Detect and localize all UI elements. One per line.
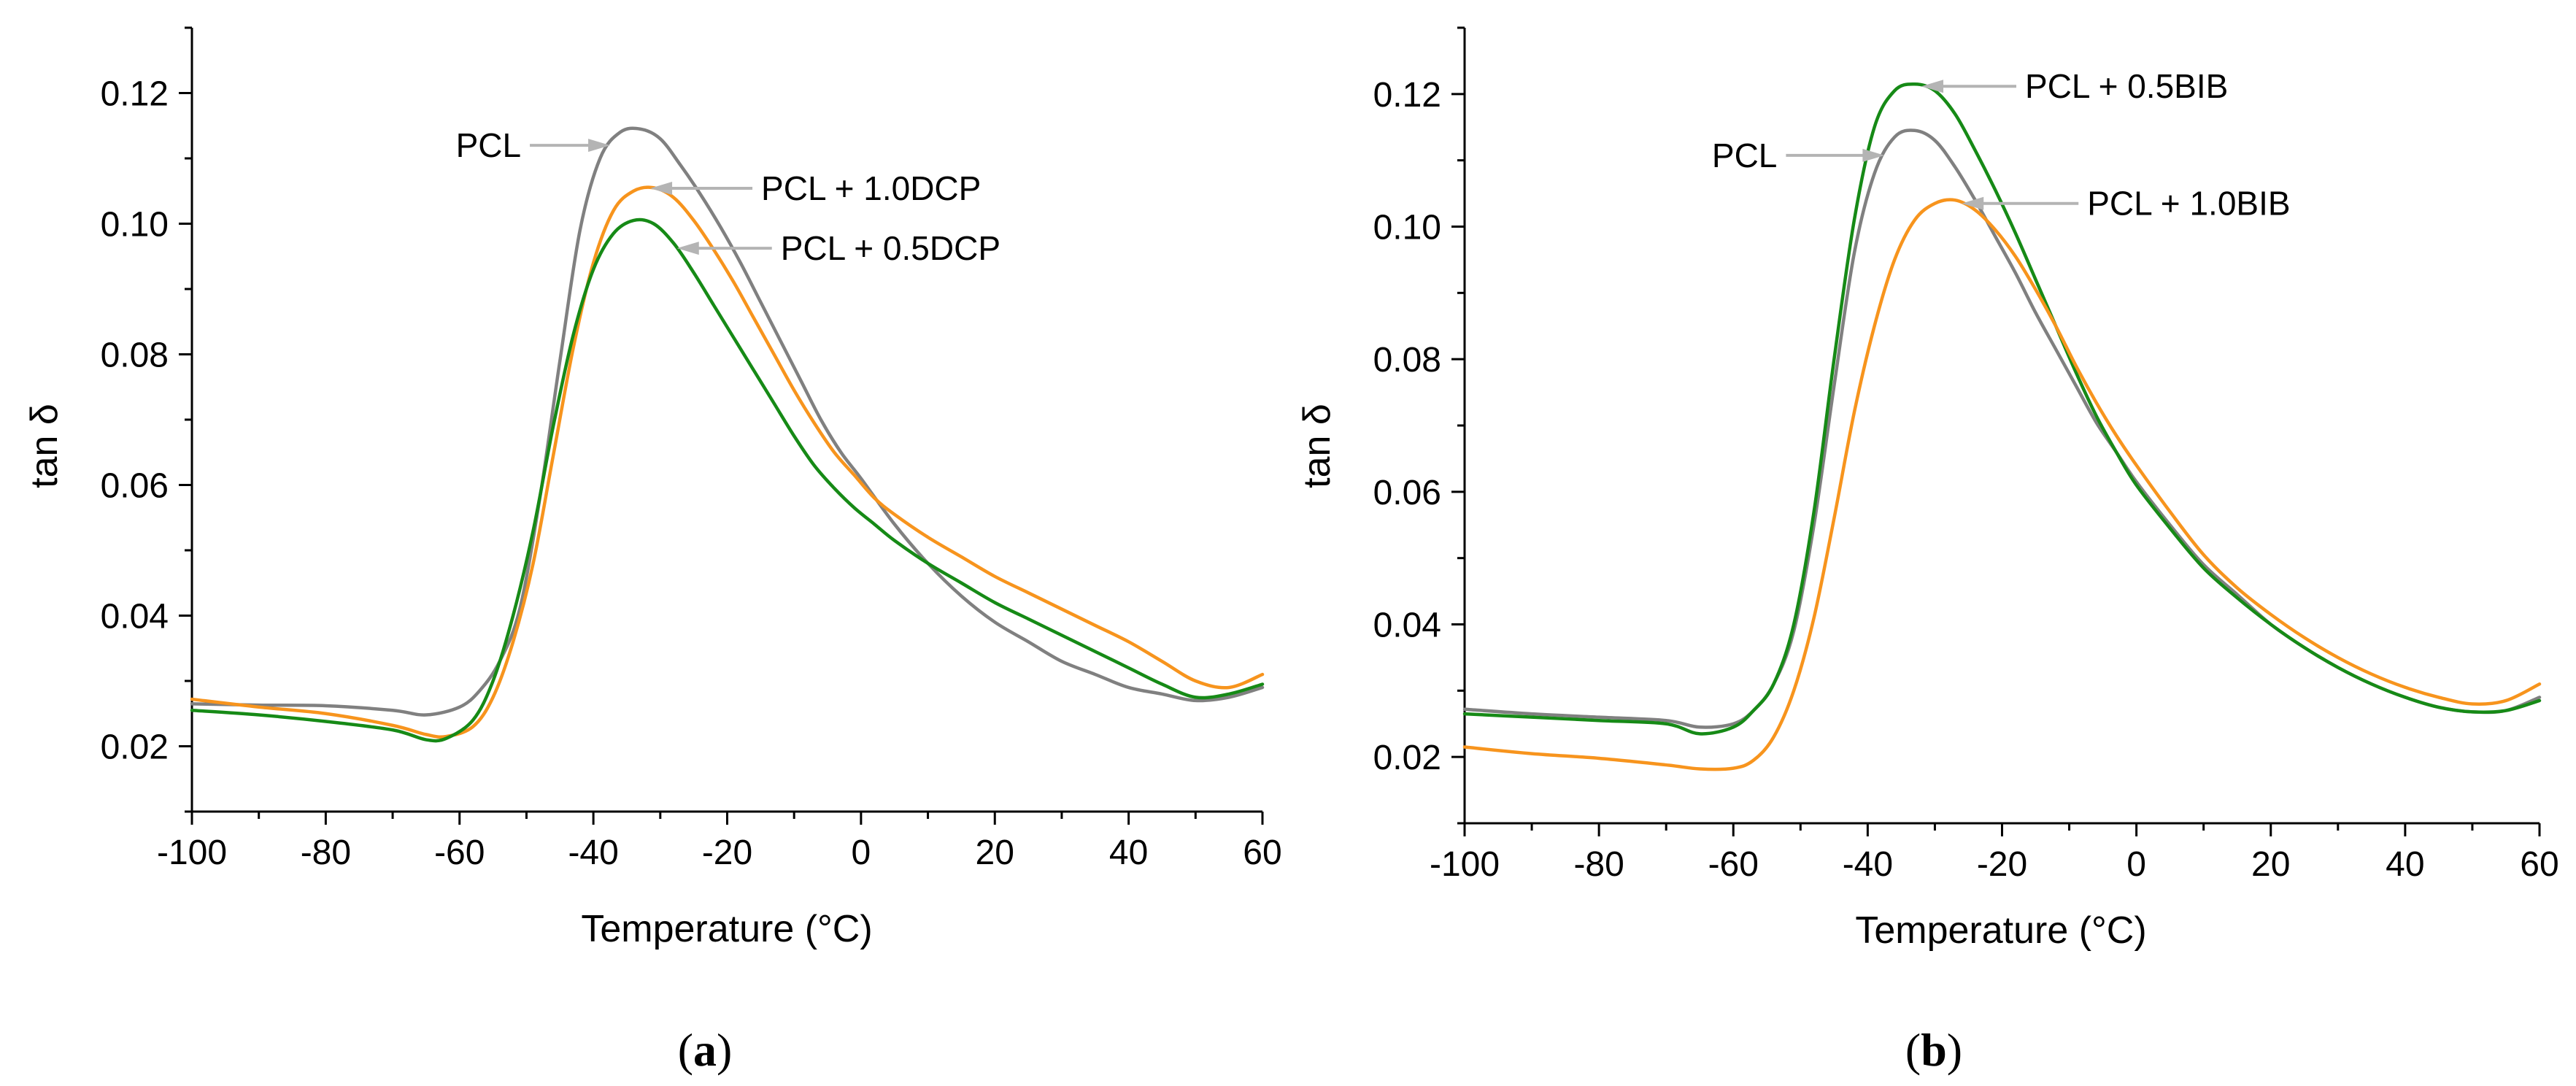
panel-label: (b) xyxy=(1905,1024,1962,1076)
x-tick-label: -20 xyxy=(1977,845,2027,884)
series-line-pcl-1-0bib xyxy=(1462,198,2542,771)
annotation-label: PCL xyxy=(1712,136,1777,174)
y-tick-label: 0.02 xyxy=(1373,739,1441,777)
x-tick-label: 20 xyxy=(2251,845,2290,884)
x-tick-label: -60 xyxy=(434,833,485,872)
y-tick-label: 0.04 xyxy=(1373,606,1441,645)
annotation-2: PCL + 1.0BIB xyxy=(1962,185,2291,223)
series-line-pcl xyxy=(1462,128,2542,729)
x-tick-label: 0 xyxy=(2126,845,2146,884)
x-tick-label: 0 xyxy=(852,833,871,872)
annotation-arrow-head xyxy=(588,139,611,153)
panel-label-open: ( xyxy=(678,1024,693,1076)
annotation-0: PCL xyxy=(456,126,611,164)
y-tick-label: 0.12 xyxy=(101,75,169,114)
y-tick-label: 0.06 xyxy=(1373,474,1441,512)
x-tick-label: 20 xyxy=(976,833,1014,872)
y-tick-label: 0.08 xyxy=(101,336,169,375)
annotation-arrow-head xyxy=(650,182,673,196)
x-tick-label: -100 xyxy=(1430,845,1500,884)
annotation-label: PCL + 1.0BIB xyxy=(2087,185,2290,223)
annotation-arrow-head xyxy=(1921,80,1944,93)
x-axis-title: Temperature (°C) xyxy=(581,908,872,950)
x-tick-label: 40 xyxy=(2386,845,2424,884)
x-tick-label: -20 xyxy=(702,833,752,872)
annotation-arrow-head xyxy=(676,242,699,255)
x-tick-label: -80 xyxy=(1573,845,1624,884)
panel-label-letter: a xyxy=(693,1024,717,1076)
panel-label-open: ( xyxy=(1905,1024,1921,1076)
y-axis-title: tan δ xyxy=(1296,404,1338,488)
y-axis-title: tan δ xyxy=(23,404,66,488)
x-tick-label: -100 xyxy=(157,833,227,872)
y-tick-label: 0.06 xyxy=(101,467,169,506)
series-line-pcl-1-0dcp xyxy=(190,185,1265,739)
y-tick-label: 0.12 xyxy=(1373,76,1441,115)
chart-panel-a: -100 -80 -60 -40 -20 0 20 40 60 0.02 0.04 0.06 0.08 0… xyxy=(23,26,1282,1076)
annotation-label: PCL + 0.5BIB xyxy=(2025,67,2228,105)
annotation-label: PCL + 0.5DCP xyxy=(781,229,1000,267)
y-tick-label: 0.02 xyxy=(101,728,169,767)
series-line-pcl xyxy=(190,126,1265,717)
y-tick-label: 0.08 xyxy=(1373,341,1441,380)
panel-label-close: ) xyxy=(1947,1024,1962,1076)
chart-panel-b: -100 -80 -60 -40 -20 0 20 40 60 0.02 0.04 0.06 0.08 0… xyxy=(1296,26,2559,1076)
annotation-arrow-head xyxy=(1962,196,1984,210)
y-tick-label: 0.10 xyxy=(1373,209,1441,247)
x-tick-label: 60 xyxy=(1243,833,1281,872)
x-tick-label: -40 xyxy=(1843,845,1893,884)
annotation-arrow-head xyxy=(1862,148,1885,162)
x-tick-label: -80 xyxy=(301,833,351,872)
x-tick-label: 40 xyxy=(1109,833,1148,872)
annotation-1: PCL + 1.0DCP xyxy=(650,169,981,207)
y-tick-label: 0.04 xyxy=(101,598,169,636)
annotation-0: PCL + 0.5BIB xyxy=(1921,67,2228,105)
panel-label: (a) xyxy=(678,1024,733,1076)
x-tick-label: 60 xyxy=(2520,845,2558,884)
y-tick-label: 0.10 xyxy=(101,206,169,244)
annotation-label: PCL + 1.0DCP xyxy=(761,169,981,207)
annotation-1: PCL xyxy=(1712,136,1885,174)
series-line-pcl-0-5dcp xyxy=(190,217,1265,743)
annotation-2: PCL + 0.5DCP xyxy=(676,229,1000,267)
x-axis-title: Temperature (°C) xyxy=(1855,909,2146,952)
x-tick-label: -60 xyxy=(1708,845,1759,884)
series-line-pcl-0-5bib xyxy=(1462,82,2542,736)
panel-label-close: ) xyxy=(717,1024,732,1076)
panel-label-letter: b xyxy=(1921,1024,1947,1076)
annotation-label: PCL xyxy=(456,126,521,164)
x-tick-label: -40 xyxy=(568,833,618,872)
